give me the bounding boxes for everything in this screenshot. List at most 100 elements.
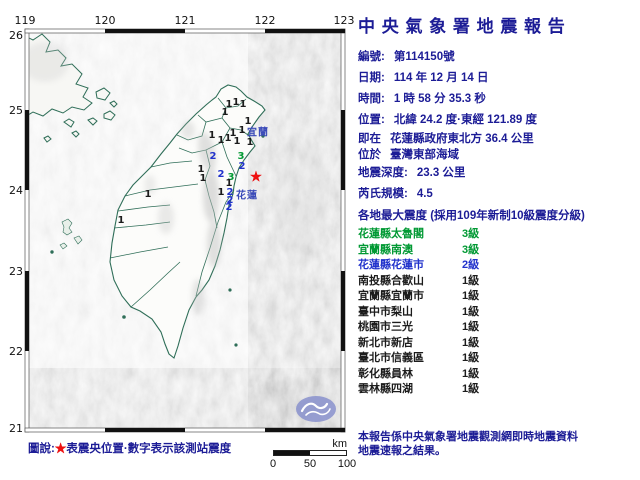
place-label: 宜蘭 — [247, 127, 269, 139]
station-intensity-marker: 1 — [224, 133, 232, 144]
cwa-logo — [296, 396, 336, 422]
station-intensity-marker: 1 — [238, 125, 246, 136]
field-label: 編號: — [358, 51, 385, 63]
field-label: 位置: — [358, 114, 385, 126]
station-intensity-marker: 1 — [208, 130, 216, 141]
station-level: 1級 — [462, 352, 480, 364]
epicenter-star: ★ — [249, 168, 263, 186]
station-intensity-list: 花蓮縣太魯閣 3級 宜蘭縣南澳 3級 花蓮縣花蓮市 2級 南投縣合歡山 1級 宜蘭縣宜蘭市 1級臺… — [358, 227, 640, 398]
scalebar-unit: km — [332, 438, 347, 450]
field-value: 4.5 — [416, 188, 433, 200]
station-intensity-row: 雲林縣四湖 1級 — [358, 382, 640, 398]
scalebar-tick: 50 — [303, 458, 317, 470]
station-intensity-marker: 2 — [238, 161, 246, 172]
station-level: 1級 — [462, 383, 480, 395]
station-name: 雲林縣四湖 — [358, 383, 413, 395]
station-name: 宜蘭縣南澳 — [358, 243, 413, 256]
station-name: 新北市新店 — [358, 336, 413, 349]
station-level: 3級 — [462, 228, 480, 240]
axis-label-latitude: 22 — [9, 345, 23, 358]
station-intensity-marker: 1 — [221, 107, 229, 118]
report-footer: 本報告係中央氣象署地震觀測網即時地震資料 地震速報之結果。 — [358, 430, 640, 458]
station-intensity-row: 新北市新店 1級 — [358, 336, 640, 352]
station-intensity-marker: 1 — [225, 99, 233, 110]
field-value: 23.3 公里 — [416, 167, 466, 179]
field-label: 時間: — [358, 93, 385, 105]
field-value: 北緯 24.2 度·東經 121.89 度 — [393, 114, 538, 126]
field-label: 芮氏規模: — [358, 188, 408, 200]
station-intensity-row: 桃園市三光 1級 — [358, 320, 640, 336]
report-field: 位於 臺灣東部海域 — [358, 147, 640, 163]
field-value: 第114150號 — [393, 51, 455, 63]
axis-label-longitude: 120 — [94, 14, 116, 27]
station-intensity-marker: 2 — [226, 195, 234, 206]
mainland-islands — [43, 87, 118, 143]
field-value: 花蓮縣政府東北方 36.4 公里 — [390, 133, 534, 145]
station-level: 1級 — [462, 305, 480, 318]
map-frame — [24, 28, 346, 433]
report-field: 編號: 第114150號 — [358, 47, 640, 68]
station-intensity-marker: 1 — [232, 97, 240, 108]
station-name: 彰化縣員林 — [358, 367, 413, 380]
terrain-shading — [144, 121, 330, 420]
station-intensity-marker: 3 — [227, 172, 235, 183]
scalebar-tick: 100 — [337, 458, 357, 470]
report-fields: 編號: 第114150號 日期: 114 年 12 月 14 日時間: 1 時 58 分… — [358, 47, 640, 205]
field-value: 臺灣東部海域 — [390, 149, 459, 161]
report-field: 日期: 114 年 12 月 14 日 — [358, 68, 640, 89]
epicenter-star-icon: ★ — [54, 443, 67, 455]
footer-note-line: 地震速報之結果。 — [358, 445, 446, 457]
legend-prefix: 圖說: — [28, 443, 55, 455]
station-level: 1級 — [462, 274, 480, 287]
offshore-islands — [50, 134, 265, 347]
report-field: 位置: 北緯 24.2 度·東經 121.89 度 — [358, 110, 640, 131]
field-label: 日期: — [358, 72, 385, 84]
station-name: 南投縣合歡山 — [358, 274, 424, 287]
station-intensity-marker: 1 — [239, 99, 247, 110]
axis-label-longitude: 121 — [174, 14, 196, 27]
report-title: 中 央 氣 象 署 地 震 報 告 — [358, 17, 566, 36]
station-level: 1級 — [462, 290, 480, 302]
station-intensity-marker: 3 — [237, 151, 245, 162]
station-intensity-marker: 1 — [217, 187, 225, 198]
station-intensity-marker: 1 — [217, 135, 225, 146]
station-level: 1級 — [462, 321, 480, 333]
map-legend: 圖說:★表震央位置·數字表示該測站震度 — [28, 440, 231, 456]
axis-label-longitude: 122 — [254, 14, 276, 27]
station-intensity-row: 宜蘭縣南澳 3級 — [358, 243, 640, 259]
field-label: 即在 — [358, 133, 381, 145]
scalebar-tick: 0 — [269, 458, 277, 470]
place-label: 花蓮 — [236, 190, 258, 202]
station-intensity-marker: 1 — [117, 215, 125, 226]
station-name: 花蓮縣太魯閣 — [358, 228, 424, 240]
axis-label-latitude: 21 — [9, 422, 23, 435]
field-label: 位於 — [358, 149, 381, 161]
scalebar-bar — [273, 450, 347, 456]
axis-label-latitude: 24 — [9, 184, 23, 197]
station-name: 臺中市梨山 — [358, 305, 413, 318]
scalebar-fill — [274, 451, 310, 455]
report-field: 地震深度: 23.3 公里 — [358, 163, 640, 184]
station-intensity-row: 彰化縣員林 1級 — [358, 367, 640, 383]
station-name: 臺北市信義區 — [358, 352, 424, 364]
station-name: 宜蘭縣宜蘭市 — [358, 290, 424, 302]
legend-text: 表震央位置·數字表示該測站震度 — [66, 443, 232, 455]
field-value: 114 年 12 月 14 日 — [393, 72, 489, 84]
station-intensity-marker: 2 — [226, 187, 234, 198]
station-intensity-marker: 2 — [209, 151, 217, 162]
station-intensity-row: 宜蘭縣宜蘭市 1級 — [358, 289, 640, 305]
axis-label-latitude: 26 — [9, 29, 23, 42]
station-level: 1級 — [462, 336, 480, 349]
station-intensity-marker: 2 — [217, 169, 225, 180]
station-intensity-marker: 1 — [244, 116, 252, 127]
axis-label-longitude: 119 — [14, 14, 36, 27]
station-intensity-marker: 2 — [225, 202, 233, 213]
station-intensity-marker: 1 — [225, 178, 233, 189]
axis-label-longitude: 123 — [333, 14, 355, 27]
station-intensity-row: 臺北市信義區 1級 — [358, 351, 640, 367]
axis-label-latitude: 23 — [9, 265, 23, 278]
intensity-header: 各地最大震度 (採用109年新制10級震度分級) — [358, 210, 585, 222]
axis-label-latitude: 25 — [9, 104, 23, 117]
station-intensity-marker: 1 — [144, 189, 152, 200]
